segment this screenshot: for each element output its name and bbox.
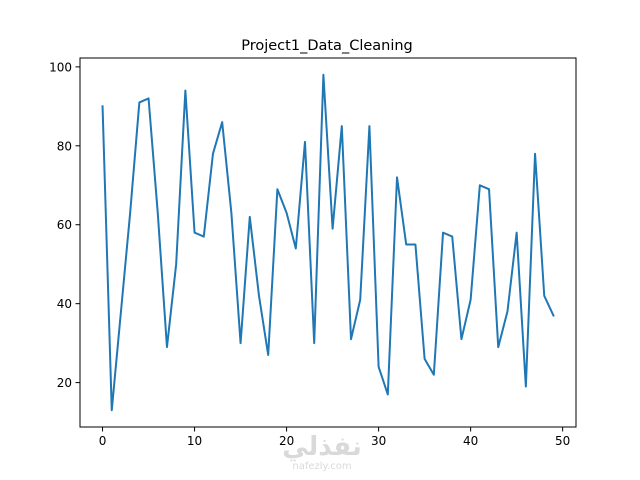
plot-area (101, 73, 555, 412)
watermark-sub-text: nafezly.com (292, 461, 352, 472)
x-tick-label: 10 (187, 434, 202, 448)
series-line (101, 73, 555, 412)
x-tick-label: 50 (555, 434, 570, 448)
y-tick-label: 100 (49, 60, 72, 74)
axes: 0 10 20 30 40 50 20 40 60 80 100 (49, 57, 577, 448)
axes-frame (79, 57, 577, 428)
chart-title: Project1_Data_Cleaning (241, 38, 413, 54)
watermark-logo: نفذلي nafezly.com (282, 434, 362, 472)
x-tick-label: 40 (463, 434, 478, 448)
x-tick-label: 20 (279, 434, 294, 448)
y-tick-label: 80 (57, 139, 72, 153)
x-tick-label: 0 (99, 434, 107, 448)
y-tick-label: 60 (57, 218, 72, 232)
watermark-main-text: نفذلي (282, 432, 362, 462)
y-tick-label: 20 (57, 376, 72, 390)
x-tick-label: 30 (371, 434, 386, 448)
y-tick-label: 40 (57, 297, 72, 311)
